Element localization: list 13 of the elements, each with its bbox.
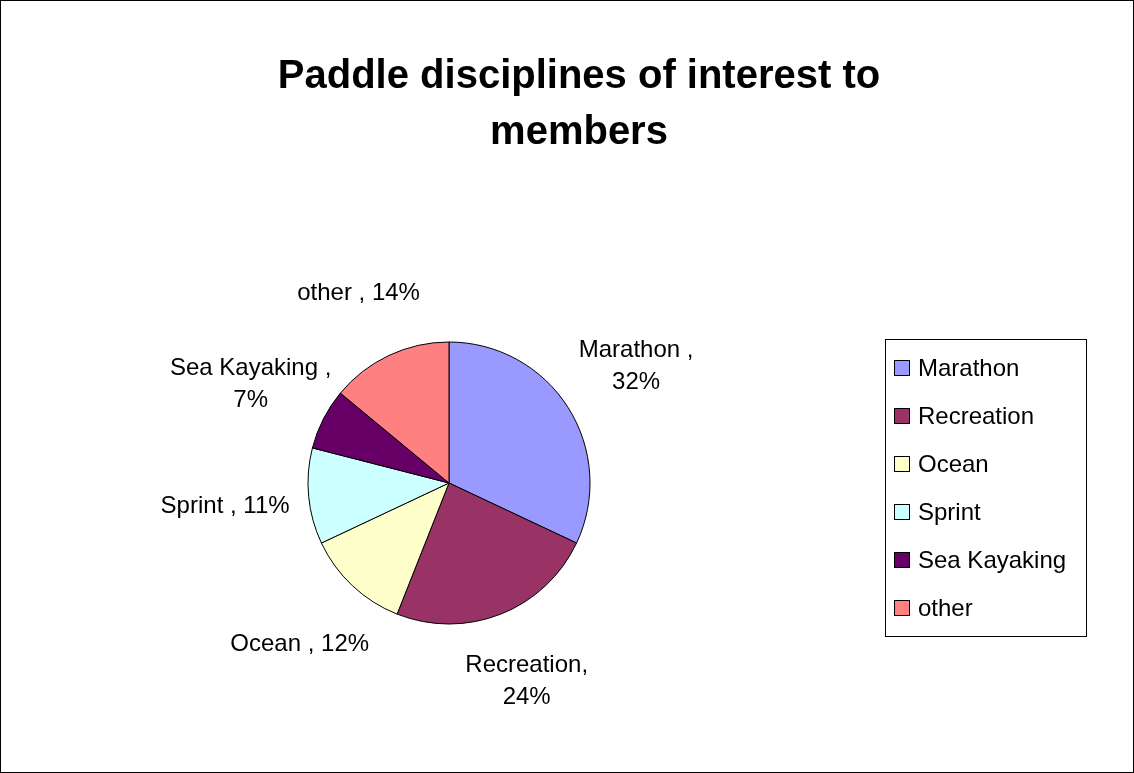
legend-label: other [918,594,973,622]
legend-label: Sea Kayaking [918,546,1067,574]
legend-label: Sprint [918,498,981,526]
data-label: Sprint , 11% [160,490,290,518]
data-label: Sea Kayaking , 7% [169,352,332,412]
data-label: Marathon , 32% [578,334,694,394]
data-label: Recreation, 24% [465,649,589,709]
data-label: Ocean , 12% [230,628,370,656]
legend-label: Ocean [918,450,989,478]
data-label: other , 14% [297,277,420,305]
chart-title: Paddle disciplines of interest to members [276,51,882,154]
legend-label: Marathon [918,354,1020,382]
legend-label: Recreation [918,402,1035,430]
